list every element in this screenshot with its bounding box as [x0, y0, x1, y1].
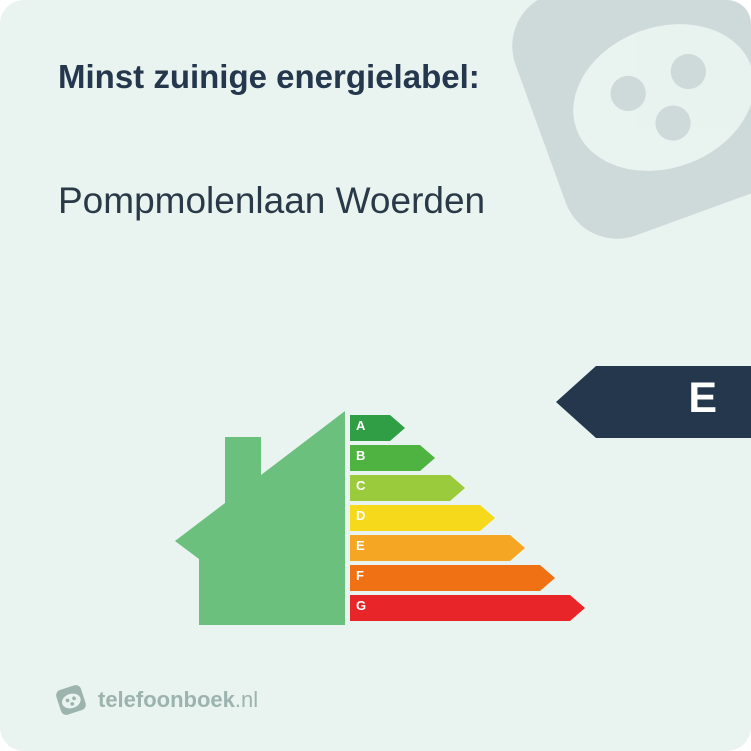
footer-brand-bold: telefoonboek: [98, 687, 235, 712]
footer: telefoonboek.nl: [54, 683, 258, 717]
bar-letter: B: [356, 448, 365, 463]
bar-shape: [350, 505, 495, 531]
bar-letter: F: [356, 568, 364, 583]
house-icon: [165, 385, 345, 635]
bar-letter: A: [356, 418, 365, 433]
card-title: Minst zuinige energielabel:: [58, 58, 480, 96]
result-tag: E: [556, 366, 751, 438]
bar-letter: E: [356, 538, 365, 553]
bar-shape: [350, 595, 585, 621]
bar-letter: D: [356, 508, 365, 523]
watermark-logo: [456, 0, 751, 295]
result-letter: E: [688, 374, 717, 423]
bar-letter: C: [356, 478, 365, 493]
bar-shape: [350, 535, 525, 561]
footer-brand-text: telefoonboek.nl: [98, 687, 258, 713]
bar-shape: [350, 565, 555, 591]
bar-shape: [350, 475, 465, 501]
footer-logo-icon: [54, 683, 88, 717]
footer-brand-suffix: .nl: [235, 687, 258, 712]
bar-letter: G: [356, 598, 366, 613]
card-subtitle: Pompmolenlaan Woerden: [58, 180, 485, 222]
energy-chart: ABCDEFG: [165, 385, 585, 635]
energy-label-card: Minst zuinige energielabel: Pompmolenlaa…: [0, 0, 751, 751]
